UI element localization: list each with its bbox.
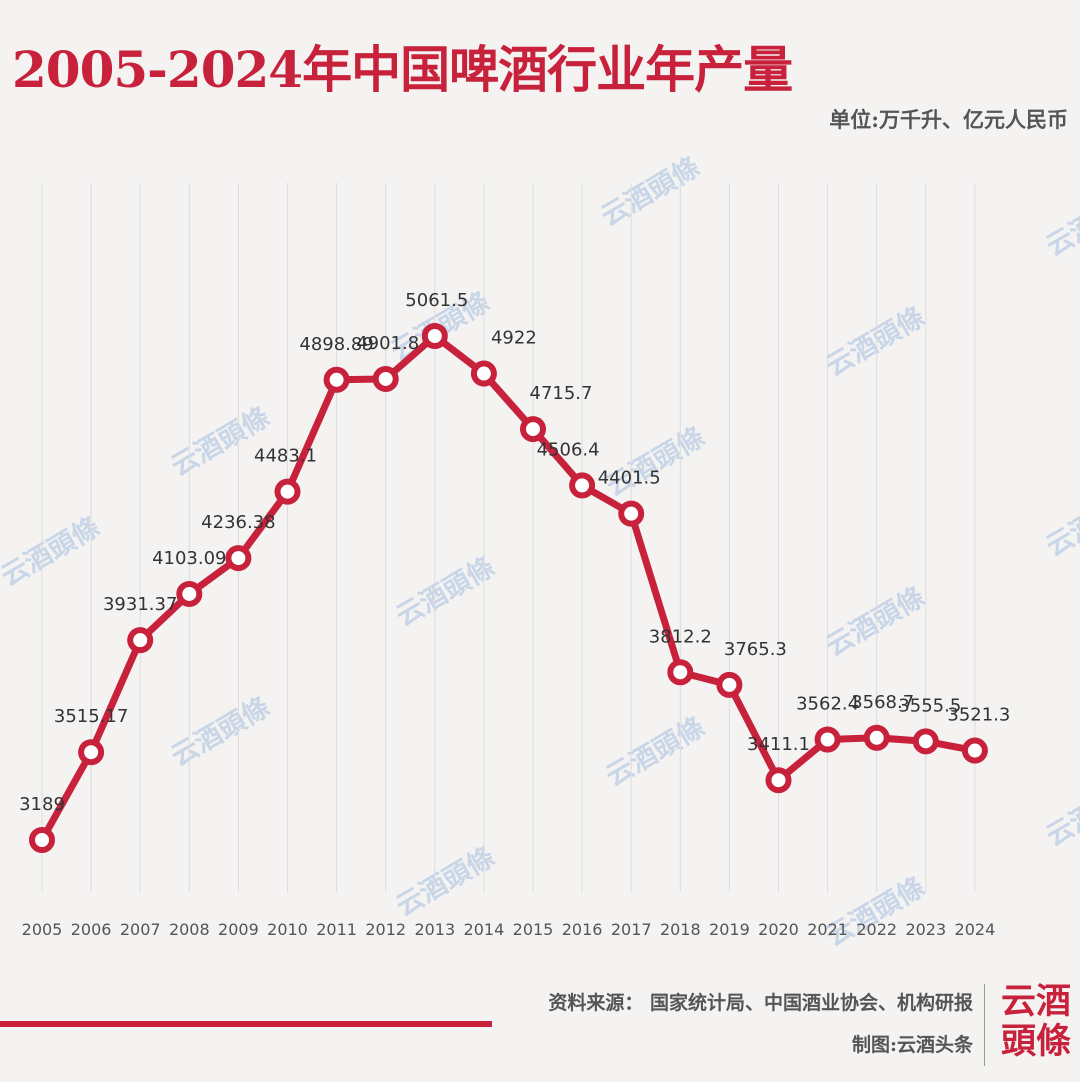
x-tick-2014: 2014: [464, 920, 505, 939]
data-point-2013: [421, 323, 448, 349]
grid-lines: [41, 183, 976, 892]
data-point-2015: [520, 416, 546, 443]
data-point-2012: [372, 365, 399, 392]
data-label-2019: 3765.3: [724, 639, 787, 660]
data-label-2021: 3562.4: [796, 693, 859, 714]
data-label-2016: 4506.4: [537, 439, 600, 460]
footer-accent-line: [0, 1021, 492, 1027]
x-tick-2017: 2017: [611, 920, 652, 939]
data-point-2020: [765, 767, 792, 794]
data-label-2022: 3568.7: [851, 692, 914, 713]
data-point-2008: [176, 580, 203, 607]
data-point-2021: [814, 726, 841, 753]
data-label-2012: 4901.8: [356, 333, 419, 354]
logo-line-1: 云酒: [1000, 981, 1071, 1022]
x-tick-2015: 2015: [513, 920, 554, 939]
data-label-2005: 3189: [19, 794, 65, 815]
data-label-2011: 4898.89: [299, 334, 373, 355]
data-point-2019: [716, 671, 743, 698]
x-tick-2009: 2009: [218, 920, 259, 939]
source-text: 资料来源： 国家统计局、中国酒业协会、机构研报: [548, 992, 973, 1014]
data-point-2007: [127, 627, 154, 654]
x-tick-2020: 2020: [758, 920, 799, 939]
data-label-2006: 3515.17: [54, 706, 128, 727]
x-tick-2023: 2023: [905, 920, 946, 939]
x-tick-2018: 2018: [660, 920, 701, 939]
data-label-2008: 4103.09: [152, 548, 226, 569]
data-point-2024: [961, 737, 988, 764]
x-tick-2005: 2005: [22, 920, 63, 939]
footer-divider: [984, 984, 985, 1066]
x-tick-labels: 2005 2006 2007 2008 2009 2010 2011 2012 2013 2014…: [22, 920, 996, 939]
data-point-2023: [912, 728, 939, 755]
logo-line-2: 頭條: [1000, 1021, 1071, 1062]
data-label-2017: 4401.5: [598, 468, 661, 489]
data-label-2007: 3931.37: [103, 594, 177, 615]
data-point-2010: [274, 478, 301, 505]
data-point-2017: [618, 500, 645, 527]
data-point-2014: [470, 360, 497, 387]
chart-title: 2005-2024年中国啤酒行业年产量: [12, 40, 793, 99]
data-point-2011: [323, 366, 350, 393]
x-tick-2016: 2016: [562, 920, 603, 939]
x-tick-2012: 2012: [365, 920, 406, 939]
data-label-2013: 5061.5: [405, 290, 468, 311]
data-label-2015: 4715.7: [530, 383, 593, 404]
data-point-2018: [667, 659, 694, 686]
data-label-2020: 3411.1: [747, 734, 810, 755]
brand-logo: 云酒 頭條: [996, 982, 1076, 1062]
data-labels: 3189 3515.17 3931.37 4103.09 4236.38 4483.1 48…: [19, 290, 1010, 815]
data-points: [29, 323, 988, 853]
data-label-2014: 4922: [491, 328, 537, 349]
x-tick-2013: 2013: [414, 920, 455, 939]
data-point-2022: [863, 724, 890, 751]
data-label-2018: 3812.2: [649, 626, 712, 647]
x-tick-2019: 2019: [709, 920, 750, 939]
data-label-2024: 3521.3: [947, 705, 1010, 726]
line-chart: 2005 2006 2007 2008 2009 2010 2011 2012 2013 2014…: [19, 183, 1010, 939]
data-point-2005: [29, 827, 55, 853]
data-label-2023: 3555.5: [898, 695, 961, 716]
data-point-2009: [225, 545, 252, 572]
x-tick-2011: 2011: [316, 920, 357, 939]
x-tick-2022: 2022: [856, 920, 897, 939]
data-label-2009: 4236.38: [201, 512, 275, 533]
data-point-2006: [78, 739, 105, 766]
x-tick-2007: 2007: [120, 920, 161, 939]
x-tick-2006: 2006: [71, 920, 112, 939]
x-tick-2008: 2008: [169, 920, 210, 939]
data-label-2010: 4483.1: [254, 446, 317, 467]
maker-text: 制图:云酒头条: [851, 1034, 973, 1056]
unit-label: 单位:万千升、亿元人民币: [829, 107, 1068, 132]
x-tick-2010: 2010: [267, 920, 308, 939]
x-tick-2024: 2024: [955, 920, 996, 939]
data-point-2016: [569, 472, 596, 499]
x-tick-2021: 2021: [807, 920, 848, 939]
